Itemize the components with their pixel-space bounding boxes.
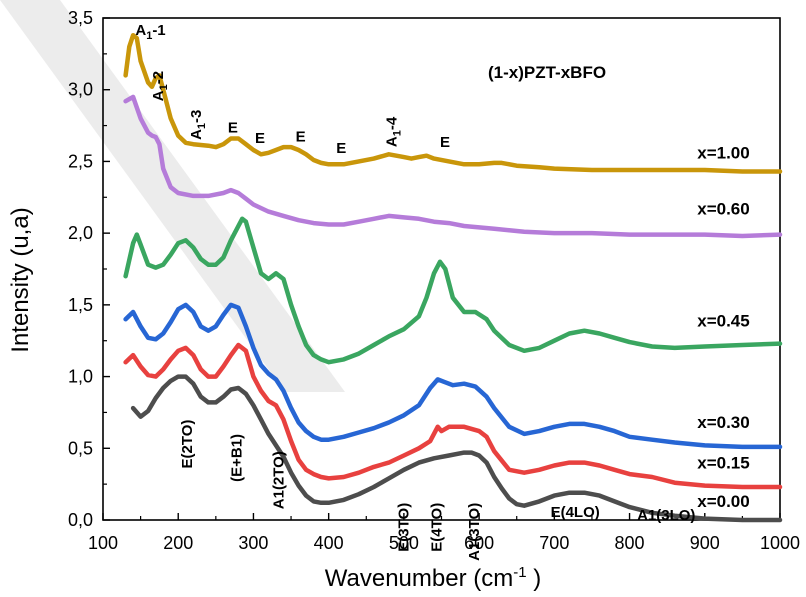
mode-annotation: A1(2TO) [271,451,288,509]
peak-annotation: E [228,120,238,137]
mode-annotation: E(4TO) [429,503,446,552]
x-tick-label: 800 [615,533,645,553]
x-axis-title: Wavenumber (cm-1 ) [325,564,542,592]
peak-annotation-sub: 1 [146,30,152,42]
diagonal-watermark [0,0,345,392]
peak-annotation-base: E [440,134,450,151]
chart-title: (1-x)PZT-xBFO [488,63,606,82]
peak-annotation-base: E [296,128,306,145]
peak-annotation: E [255,130,265,147]
x-tick-label: 100 [88,533,118,553]
x-axis-title-main: Wavenumber (cm [325,565,513,592]
y-tick-label: 0,0 [68,510,93,530]
peak-annotation: A1-1 [135,22,165,42]
series-line-x060 [123,94,783,239]
plot-axes: 100 200 300 400 500 600 700 800 900 1000 0,0 0,5 1,0… [68,8,800,553]
series-label: x=0.60 [697,199,749,218]
x-axis-title-superscript: -1 [513,564,526,581]
peak-annotation-base: A [150,90,167,101]
peak-annotation: E [296,128,306,145]
series-label: x=0.00 [697,492,749,511]
mode-annotation: (E+B1) [228,434,245,482]
x-tick-label: 400 [314,533,344,553]
series-line-x030 [123,302,783,450]
mode-annotation: A1(3TO) [466,503,483,561]
x-tick-label: 500 [389,533,419,553]
peak-annotation-suffix: -4 [383,116,400,130]
peak-annotation-suffix: -2 [150,71,167,84]
y-tick-label: 1,0 [68,367,93,387]
series-label: x=0.45 [697,311,749,330]
peak-annotation-sub: 1 [196,123,208,129]
series-line-x100 [123,32,783,174]
plot-series [123,32,783,523]
series-label: x=0.15 [697,453,749,472]
peak-annotation-sub: 1 [158,84,170,90]
x-tick-label: 300 [238,533,268,553]
mode-annotation: E(4LO) [551,504,600,521]
x-tick-label: 200 [163,533,193,553]
x-axis-title-tail: ) [527,565,542,592]
plot-labels: x=1.00x=0.60x=0.45x=0.30x=0.15x=0.00A1-1… [135,22,749,561]
peak-annotation-base: E [228,120,238,137]
y-tick-label: 0,5 [68,438,93,458]
y-axis-title: Intensity (u,a) [7,207,34,352]
peak-annotation: E [336,140,346,157]
series-label: x=0.30 [697,413,749,432]
series-line-x000 [130,374,783,523]
peak-annotation-suffix: -3 [188,110,205,123]
mode-annotation: E(3TO) [395,503,412,552]
peak-annotation: A1-4 [383,116,403,147]
y-tick-label: 3,5 [68,8,93,28]
series-line-x015 [123,342,783,490]
peak-annotation: E [440,134,450,151]
y-tick-label: 1,5 [68,295,93,315]
x-tick-label: 700 [539,533,569,553]
series-line-x045 [123,216,783,365]
x-tick-label: 1000 [760,533,800,553]
peak-annotation-suffix: -1 [152,22,165,39]
peak-annotation-base: A [383,136,400,147]
peak-annotation-base: E [336,140,346,157]
series-label: x=1.00 [697,144,749,163]
x-tick-label: 900 [690,533,720,553]
peak-annotation: A1-2 [150,71,170,101]
y-tick-label: 3,0 [68,80,93,100]
peak-annotation: A1-3 [188,110,208,140]
peak-annotation-base: A [188,129,205,140]
mode-annotation: E(2TO) [179,420,196,469]
peak-annotation-base: E [255,130,265,147]
y-tick-label: 2,0 [68,223,93,243]
y-tick-label: 2,5 [68,151,93,171]
peak-annotation-sub: 1 [391,130,403,136]
peak-annotation-base: A [135,22,146,39]
mode-annotation: A1(3LO) [637,507,695,524]
x-tick-label: 600 [464,533,494,553]
